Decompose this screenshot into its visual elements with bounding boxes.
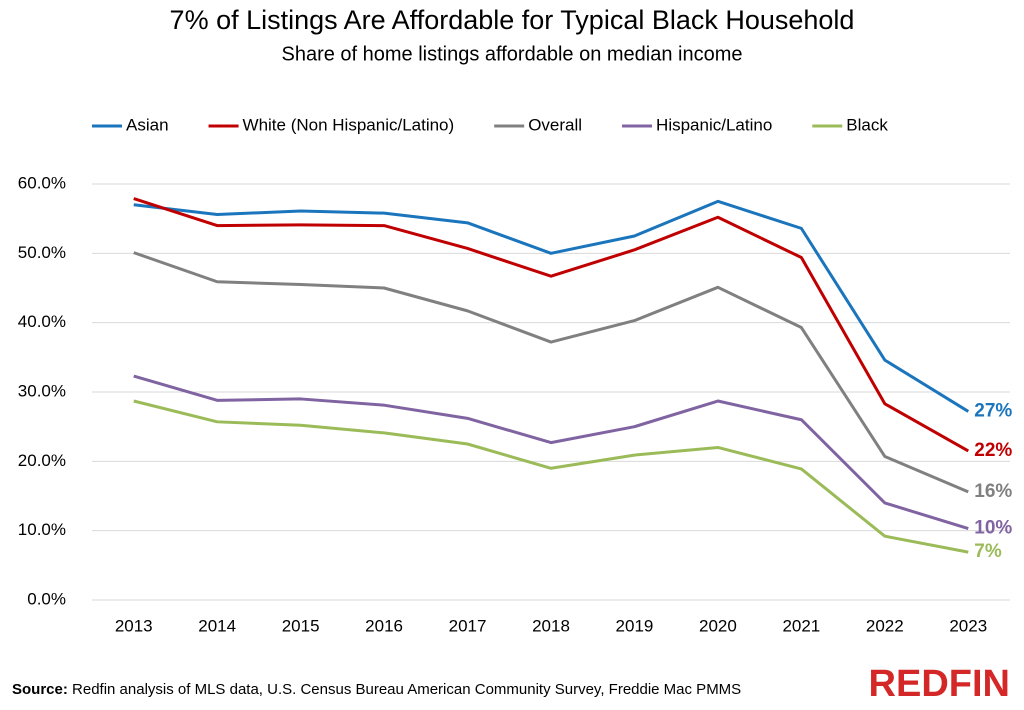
- source: Source: Redfin analysis of MLS data, U.S…: [12, 681, 741, 698]
- y-tick-label: 50.0%: [18, 243, 66, 262]
- legend-label: Overall: [528, 115, 582, 134]
- x-tick-label: 2022: [866, 616, 904, 635]
- y-tick-label: 20.0%: [18, 451, 66, 470]
- series-line: [133, 399, 969, 554]
- series-line: [133, 374, 969, 531]
- value-label: 10%: [974, 518, 1012, 539]
- x-tick-label: 2018: [532, 616, 570, 635]
- y-tick-label: 40.0%: [18, 312, 66, 331]
- value-label: 16%: [974, 481, 1012, 502]
- series-line: [133, 199, 970, 413]
- chart-subtitle: Share of home listings affordable on med…: [281, 43, 742, 65]
- x-tick-label: 2020: [699, 616, 737, 635]
- x-tick-label: 2015: [282, 616, 320, 635]
- x-tick-label: 2014: [198, 616, 236, 635]
- source-label: Source:: [12, 681, 68, 698]
- x-tick-label: 2021: [782, 616, 820, 635]
- x-tick-label: 2023: [949, 616, 987, 635]
- y-tick-label: 60.0%: [18, 173, 66, 192]
- logo: REDFIN: [869, 663, 1010, 705]
- legend-label: Black: [846, 115, 888, 134]
- value-label: 7%: [974, 541, 1002, 562]
- value-label: 27%: [974, 400, 1012, 421]
- chart-title: 7% of Listings Are Affordable for Typica…: [170, 5, 855, 35]
- series-line: [133, 251, 969, 494]
- y-tick-label: 30.0%: [18, 381, 66, 400]
- series-line: [133, 197, 970, 453]
- value-label: 22%: [974, 440, 1012, 461]
- legend-label: Asian: [126, 115, 169, 134]
- y-tick-label: 10.0%: [18, 520, 66, 539]
- legend-label: White (Non Hispanic/Latino): [243, 115, 455, 134]
- y-tick-label: 0.0%: [27, 589, 66, 608]
- legend-label: Hispanic/Latino: [656, 115, 772, 134]
- x-tick-label: 2016: [365, 616, 403, 635]
- x-tick-label: 2013: [115, 616, 153, 635]
- source-text: Redfin analysis of MLS data, U.S. Census…: [72, 681, 741, 698]
- x-tick-label: 2017: [449, 616, 487, 635]
- x-tick-label: 2019: [616, 616, 654, 635]
